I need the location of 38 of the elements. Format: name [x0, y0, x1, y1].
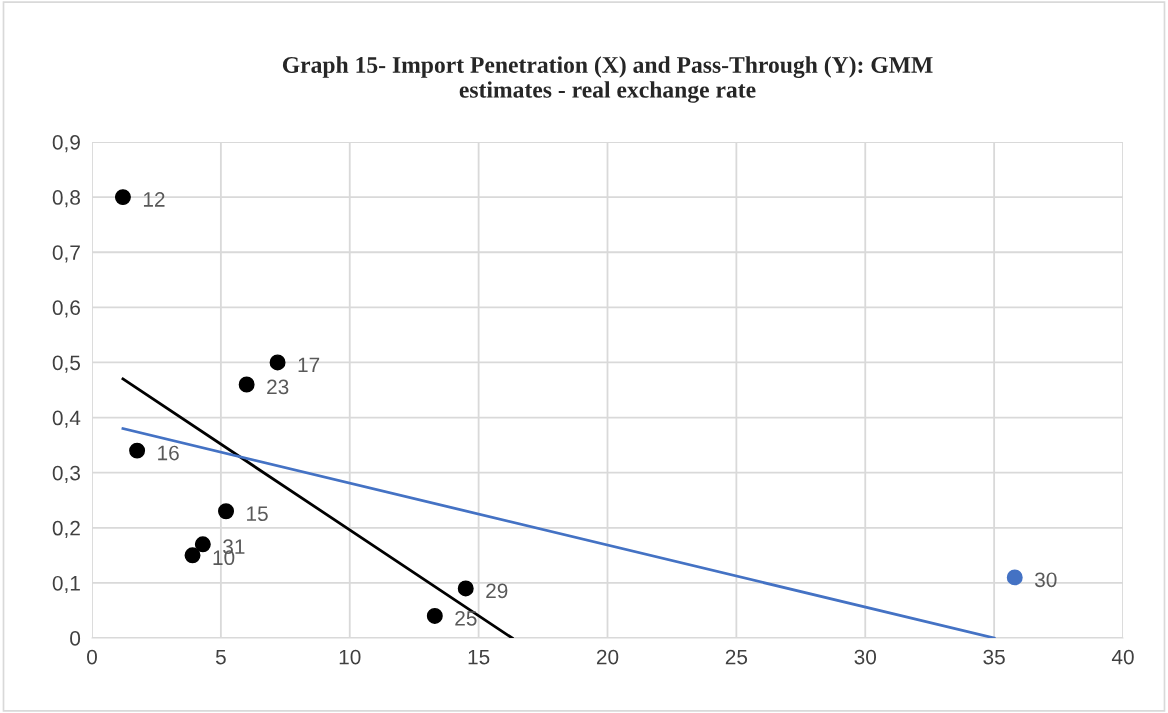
annotation: 12: [143, 192, 165, 207]
point: [129, 442, 146, 459]
point: [114, 189, 131, 206]
x-tick-label: 0: [87, 649, 97, 665]
x-tick-label: 40: [1111, 649, 1134, 665]
y-tick-label: 0,2: [52, 520, 80, 538]
annotation: 23: [267, 379, 289, 395]
y-tick-label: 0,8: [52, 190, 80, 208]
point: [184, 547, 201, 564]
annotation: 25: [455, 610, 477, 626]
y-tick-label: 0: [70, 631, 81, 646]
y-tick-label: 0,9: [52, 135, 80, 153]
y-tick-label: 0,5: [52, 355, 81, 373]
x-tick-label: 35: [983, 649, 1005, 665]
chart-title: Graph 15- Import Penetration (X) and Pass-Through (Y): GMM estimates - real exchange rate: [282, 56, 933, 103]
point: [218, 503, 235, 520]
x-tick-label: 20: [596, 649, 619, 665]
point: [269, 354, 286, 371]
point: [457, 580, 474, 597]
point: [238, 376, 255, 393]
y-tick-label: 0,3: [52, 465, 80, 483]
annotation: 17: [298, 357, 320, 372]
x-tick-label: 5: [215, 649, 226, 665]
x-tick-label: 10: [339, 649, 361, 665]
point: [426, 607, 443, 624]
x-tick-label: 15: [468, 649, 490, 665]
point: [194, 536, 211, 553]
y-tick-label: 0,7: [52, 245, 80, 263]
x-tick-label: 30: [854, 649, 877, 665]
annotation: 29: [486, 583, 508, 599]
annotation: 30: [1034, 572, 1057, 588]
y-tick-label: 0,1: [52, 575, 80, 594]
annotation: 15: [247, 506, 268, 521]
point: [1006, 569, 1023, 586]
y-tick-label: 0,6: [52, 300, 80, 318]
y-tick-label: 0,4: [52, 410, 81, 428]
annotation: 16: [158, 445, 179, 461]
x-tick-label: 25: [725, 649, 748, 665]
